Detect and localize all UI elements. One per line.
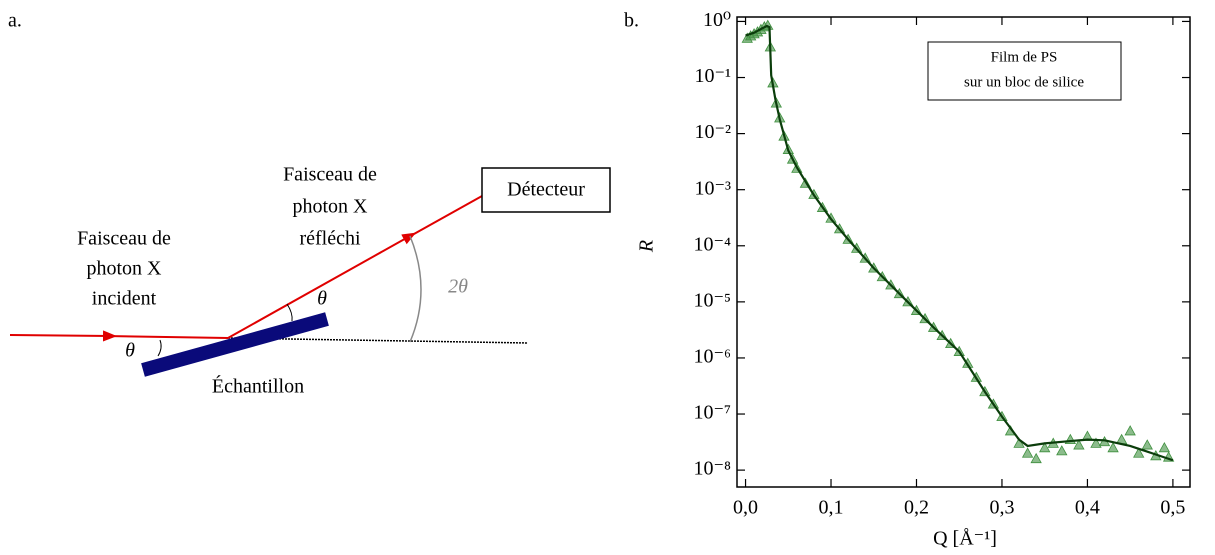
data-point (1090, 437, 1102, 448)
x-tick-label: 0,1 (819, 497, 844, 519)
reflected-label: photon X (293, 196, 369, 218)
angle-arc (409, 235, 422, 343)
data-point (1133, 447, 1145, 458)
reflected-beam (227, 232, 417, 339)
detector-box (481, 167, 611, 213)
y-tick-label: 10⁻⁶ (693, 346, 731, 368)
fit-line (745, 24, 1174, 462)
data-point (1107, 441, 1119, 453)
annotation: sur un bloc de silice (964, 74, 1084, 90)
surface-line (227, 337, 529, 344)
data-point (1124, 425, 1136, 436)
incident-beam (104, 335, 229, 339)
data-point (1158, 441, 1171, 453)
reflected-label: réfléchi (299, 228, 361, 250)
sample-label: Échantillon (212, 375, 304, 398)
angle-label: 2θ (448, 276, 468, 298)
sample (141, 312, 329, 377)
angle-label: θ (317, 288, 327, 310)
x-tick-label: 0,0 (733, 497, 758, 519)
x-tick-label: 0,3 (989, 497, 1014, 519)
y-axis-label: R (636, 240, 658, 253)
incident-label: Faisceau de (77, 228, 171, 250)
panel-label: a. (8, 10, 22, 32)
data-point (1021, 447, 1034, 458)
annotation-box (927, 41, 1122, 101)
y-tick-label: 10⁻⁷ (693, 402, 731, 424)
y-tick-label: 10⁻³ (694, 177, 731, 199)
y-tick-label: 10⁻⁴ (693, 233, 731, 255)
x-axis-label: Q [Å⁻¹] (933, 528, 997, 550)
data-point (1073, 439, 1085, 450)
y-tick-label: 10⁰ (703, 9, 731, 31)
angle-arc (286, 303, 293, 322)
x-tick-label: 0,2 (904, 497, 929, 519)
y-tick-label: 10⁻⁵ (693, 289, 731, 311)
data-point (1141, 439, 1153, 450)
reflected-label: Faisceau de (283, 164, 377, 186)
detector-label: Détecteur (507, 179, 585, 201)
incident-label: photon X (87, 258, 163, 280)
reflected-beam (404, 195, 483, 240)
y-tick-label: 10⁻⁸ (693, 458, 731, 480)
angle-arc (157, 339, 162, 357)
annotation: Film de PS (991, 49, 1058, 65)
panel-label: b. (624, 10, 639, 32)
data-point (1030, 452, 1042, 464)
incident-label: incident (92, 288, 157, 310)
data-point (1039, 441, 1051, 453)
plot-frame (736, 16, 1191, 488)
angle-label: θ (125, 340, 135, 362)
y-tick-label: 10⁻² (694, 121, 731, 143)
x-tick-label: 0,5 (1160, 497, 1185, 519)
y-tick-label: 10⁻¹ (694, 65, 731, 87)
x-tick-label: 0,4 (1075, 497, 1100, 519)
data-point (1056, 445, 1068, 456)
data-point (1013, 437, 1025, 448)
incident-beam (9, 330, 117, 342)
